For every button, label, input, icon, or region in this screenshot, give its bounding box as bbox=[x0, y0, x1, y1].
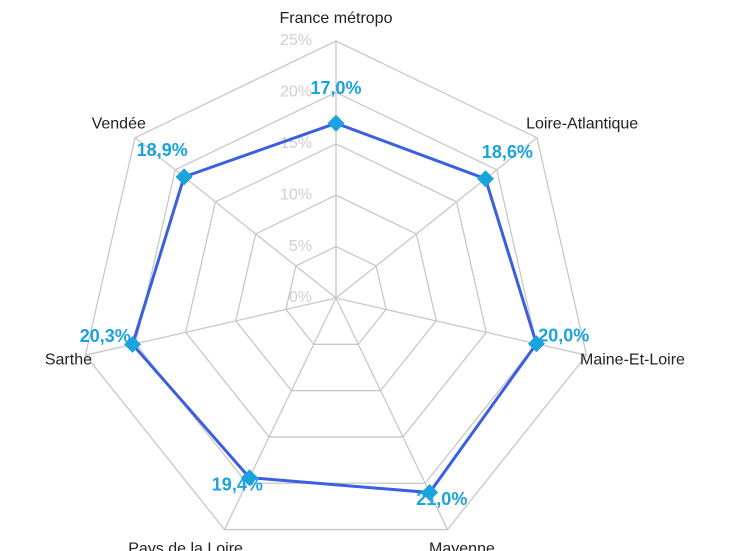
spoke bbox=[335, 297, 587, 356]
y-tick-label: 10% bbox=[280, 186, 312, 203]
marker bbox=[327, 114, 345, 132]
spoke bbox=[335, 137, 538, 299]
grid-ring bbox=[134, 91, 538, 484]
data-label: 21,0% bbox=[416, 489, 467, 509]
category-label: Pays de la Loire bbox=[128, 541, 243, 551]
category-label: Mayenne bbox=[429, 541, 495, 551]
category-label: Vendée bbox=[92, 115, 146, 132]
category-label: Sarthe bbox=[45, 351, 92, 368]
marker bbox=[477, 170, 494, 188]
y-tick-label: 5% bbox=[289, 238, 312, 255]
grid-ring bbox=[84, 40, 588, 531]
y-tick-label: 25% bbox=[280, 32, 312, 49]
category-label: Maine-Et-Loire bbox=[580, 351, 685, 368]
data-label: 18,9% bbox=[137, 140, 188, 160]
y-tick-label: 20% bbox=[280, 84, 312, 101]
grid-ring bbox=[184, 143, 488, 438]
marker bbox=[175, 168, 193, 186]
marker bbox=[240, 469, 258, 487]
data-label: 20,3% bbox=[80, 326, 131, 346]
spoke bbox=[223, 297, 337, 530]
spoke bbox=[134, 137, 337, 299]
y-tick-label: 0% bbox=[289, 289, 312, 306]
category-label: France métropo bbox=[280, 10, 393, 27]
grid-ring bbox=[235, 194, 437, 392]
category-label: Loire-Atlantique bbox=[526, 115, 638, 132]
grid-ring bbox=[285, 245, 387, 345]
data-label: 18,6% bbox=[482, 142, 533, 162]
data-label: 17,0% bbox=[310, 78, 361, 98]
series-line bbox=[130, 121, 539, 495]
marker bbox=[527, 335, 545, 353]
data-label: 20,0% bbox=[538, 325, 589, 345]
marker bbox=[421, 484, 439, 501]
data-label: 19,4% bbox=[212, 474, 263, 494]
